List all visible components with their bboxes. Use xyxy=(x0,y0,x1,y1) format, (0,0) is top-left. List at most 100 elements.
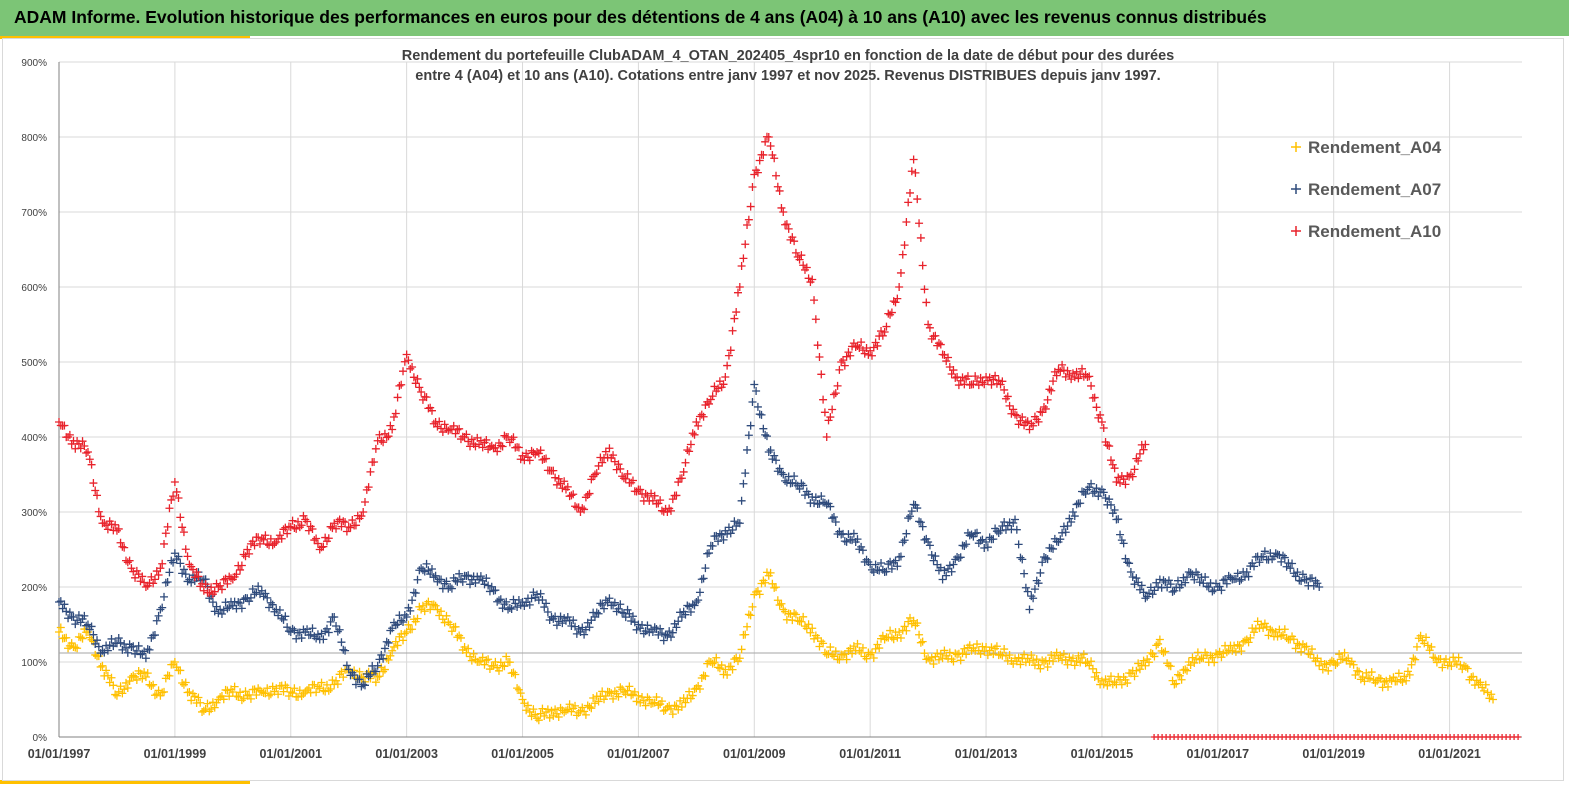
point-Rendement_A07-48-4 xyxy=(757,410,766,419)
point-Rendement_A04-70-1 xyxy=(1070,661,1079,670)
point-Rendement_A07-69-4 xyxy=(1061,528,1070,537)
point-Rendement_A10-60-0 xyxy=(924,320,933,329)
point-Rendement_A04-90-4 xyxy=(1365,674,1374,683)
point-Rendement_A10-35-5 xyxy=(571,502,580,511)
point-Rendement_A07-4-5 xyxy=(121,643,130,652)
point-Rendement_A07-29-6 xyxy=(485,587,494,596)
point-Rendement_A10-0-6 xyxy=(65,430,74,439)
point-Rendement_A10-67-5 xyxy=(1034,417,1043,426)
point-Rendement_A10-23-3 xyxy=(393,393,402,402)
point-Rendement_A10-8-2 xyxy=(174,493,183,502)
point-Rendement_A10-13-7 xyxy=(255,539,264,548)
point-Rendement_A04-82-2 xyxy=(1246,633,1255,642)
point-Rendement_A04-9-3 xyxy=(190,692,199,701)
point-Rendement_A07-28-2 xyxy=(464,571,473,580)
point-Rendement_A04-7-2 xyxy=(160,687,169,696)
point-Rendement_A07-69-7 xyxy=(1067,517,1076,526)
point-Rendement_A04-0-7 xyxy=(67,639,76,648)
point-Rendement_A07-33-0 xyxy=(533,590,542,599)
point-Rendement_A04-9-1 xyxy=(187,696,196,705)
point-Rendement_A07-62-2 xyxy=(956,553,965,562)
point-Rendement_A10-66-1 xyxy=(1012,411,1021,420)
point-Rendement_A04-66-7 xyxy=(1023,654,1032,663)
point-Rendement_A04-92-6 xyxy=(1398,678,1407,687)
point-Rendement_A04-86-3 xyxy=(1306,650,1315,659)
point-Rendement_A07-74-0 xyxy=(1126,568,1135,576)
point-Rendement_A04-26-1 xyxy=(433,605,442,614)
point-Rendement_A07-18-5 xyxy=(324,628,333,637)
point-Rendement_A10-35-2 xyxy=(565,492,574,501)
point-Rendement_A04-68-5 xyxy=(1049,657,1058,666)
point-Rendement_A10-30-2 xyxy=(493,447,502,456)
point-Rendement_A10-5-1 xyxy=(129,567,138,576)
point-Rendement_A07-0-0 xyxy=(55,598,63,606)
point-Rendement_A10-19-3 xyxy=(335,515,344,524)
point-Rendement_A07-5-3 xyxy=(132,646,141,655)
point-Rendement_A10-42-3 xyxy=(668,495,677,504)
point-Rendement_A07-27-3 xyxy=(451,576,460,585)
point-Rendement_A04-29-0 xyxy=(475,658,484,666)
point-Rendement_A04-50-6 xyxy=(790,609,799,618)
point-Rendement_A04-85-4 xyxy=(1293,639,1302,648)
point-Rendement_A07-75-7 xyxy=(1154,583,1163,592)
point-Rendement_A10-45-4 xyxy=(714,384,723,393)
point-Rendement_A10-36-4 xyxy=(583,491,592,500)
point-Rendement_A04-40-0 xyxy=(634,691,643,700)
point-Rendement_A04-86-4 xyxy=(1307,645,1316,654)
point-Rendement_A10-49-1 xyxy=(766,141,775,150)
point-Rendement_A07-54-6 xyxy=(848,536,857,545)
point-Rendement_A07-23-5 xyxy=(397,616,406,625)
point-Rendement_A10-44-3 xyxy=(697,410,706,419)
point-Rendement_A07-38-3 xyxy=(610,598,619,607)
point-Rendement_A04-4-5 xyxy=(121,678,130,687)
point-Rendement_A04-38-6 xyxy=(616,683,625,692)
point-Rendement_A10-50-0 xyxy=(779,208,788,216)
point-Rendement_A07-69-1 xyxy=(1056,535,1065,544)
point-Rendement_A07-14-5 xyxy=(266,598,275,607)
point-Rendement_A10-65-4 xyxy=(1003,392,1012,401)
point-Rendement_A10-60-7 xyxy=(936,340,945,349)
point-Rendement_A10-28-1 xyxy=(462,430,471,439)
point-Rendement_A04-31-6 xyxy=(514,685,523,694)
point-Rendement_A04-77-7 xyxy=(1183,666,1192,675)
point-Rendement_A07-66-1 xyxy=(1012,525,1021,534)
point-Rendement_A07-9-1 xyxy=(187,578,196,587)
point-Rendement_A07-2-6 xyxy=(94,642,103,651)
point-Rendement_A10-3-2 xyxy=(102,521,111,530)
point-Rendement_A10-16-0 xyxy=(286,523,295,531)
point-Rendement_A07-39-1 xyxy=(621,613,630,622)
point-Rendement_A10-68-5 xyxy=(1049,377,1058,386)
point-Rendement_A04-95-1 xyxy=(1432,658,1441,667)
point-Rendement_A10-2-5 xyxy=(93,491,102,500)
point-Rendement_A07-58-7 xyxy=(907,507,916,516)
point-Rendement_A07-36-5 xyxy=(585,623,594,632)
point-Rendement_A04-6-6 xyxy=(152,690,161,699)
point-Rendement_A07-31-2 xyxy=(507,605,516,614)
point-Rendement_A07-38-5 xyxy=(614,604,623,613)
point-Rendement_A10-18-6 xyxy=(326,522,335,531)
point-Rendement_A07-84-0 xyxy=(1271,549,1280,558)
point-Rendement_A04-47-3 xyxy=(741,630,750,639)
point-Rendement_A07-21-1 xyxy=(360,681,369,690)
point-Rendement_A07-45-5 xyxy=(715,529,724,538)
point-Rendement_A04-81-3 xyxy=(1233,640,1242,649)
point-Rendement_A10-25-3 xyxy=(422,393,431,402)
point-Rendement_A07-15-2 xyxy=(275,605,284,614)
point-Rendement_A04-25-7 xyxy=(429,600,438,609)
point-Rendement_A04-75-6 xyxy=(1152,641,1161,650)
point-Rendement_A10-52-1 xyxy=(810,296,819,305)
point-Rendement_A04-56-0 xyxy=(866,650,875,659)
point-Rendement_A04-35-2 xyxy=(565,700,574,709)
point-Rendement_A10-68-3 xyxy=(1045,385,1054,394)
point-Rendement_A04-23-6 xyxy=(399,636,408,645)
point-Rendement_A04-80-5 xyxy=(1222,648,1231,657)
point-Rendement_A04-3-6 xyxy=(109,681,118,690)
point-Rendement_A07-59-4 xyxy=(916,518,925,527)
point-Rendement_A07-60-2 xyxy=(927,551,936,560)
point-Rendement_A10-33-0 xyxy=(533,448,542,456)
point-Rendement_A07-86-1 xyxy=(1302,575,1311,584)
point-Rendement_A04-16-2 xyxy=(290,684,299,693)
point-Rendement_A07-67-0 xyxy=(1025,605,1034,614)
point-Rendement_A10-65-5 xyxy=(1005,401,1014,410)
point-Rendement_A04-27-3 xyxy=(451,622,460,631)
